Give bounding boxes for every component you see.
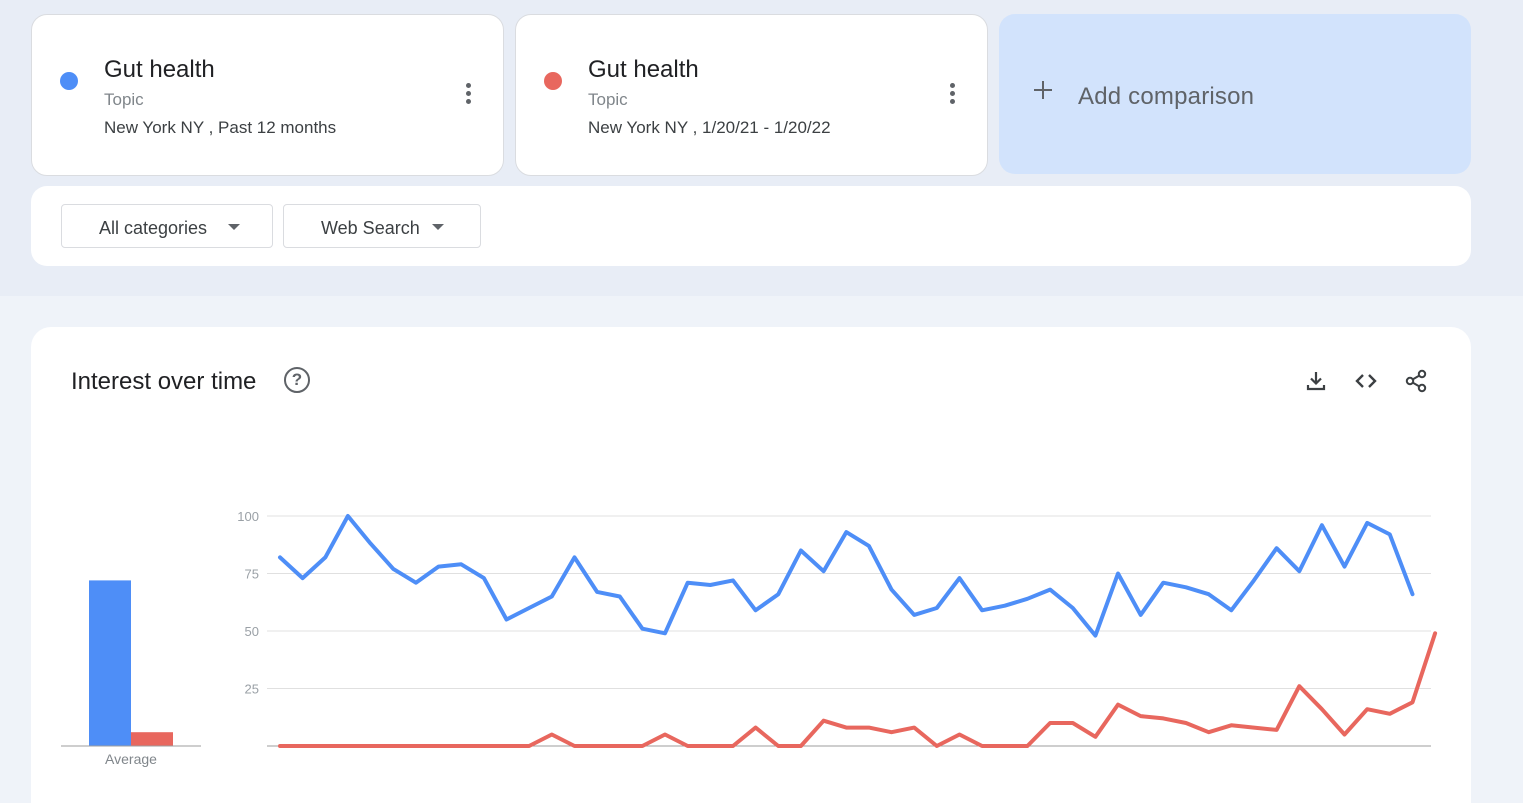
filter-bar: All categories Web Search [31,186,1471,266]
search-type-dropdown[interactable]: Web Search [283,204,481,248]
caret-down-icon [432,224,444,230]
term-location-period: New York NY , Past 12 months [104,118,337,137]
category-dropdown-label: All categories [99,218,208,238]
add-comparison-button[interactable]: Add comparison [999,14,1471,174]
download-icon[interactable] [1302,367,1330,395]
interest-chart: 100 75 50 25 [61,509,1438,748]
series-line-1 [278,514,1415,638]
interest-over-time-panel: Interest over time ? Average 100 75 50 25 [31,327,1471,803]
y-tick-label: 50 [245,624,259,639]
panel-title: Interest over time [71,368,257,395]
y-tick-label: 25 [245,682,259,697]
term-name: Gut health [588,56,699,83]
caret-down-icon [228,224,240,230]
more-vert-icon[interactable] [460,83,476,109]
term-type: Topic [588,90,628,109]
series-dot-blue [60,72,78,90]
average-label: Average [105,751,157,767]
help-icon[interactable]: ? [284,367,310,393]
share-icon[interactable] [1402,367,1430,395]
y-tick-label: 100 [237,509,259,524]
term-location-period: New York NY , 1/20/21 - 1/20/22 [588,118,831,137]
add-comparison-label: Add comparison [1078,83,1255,110]
search-type-dropdown-label: Web Search [321,218,420,238]
term-type: Topic [104,90,144,109]
term-card-2[interactable]: Gut health Topic New York NY , 1/20/21 -… [515,14,988,176]
average-bar-1 [89,580,131,746]
series-line-2 [278,631,1438,748]
average-bar-2 [131,732,173,746]
y-tick-label: 75 [245,567,259,582]
category-dropdown[interactable]: All categories [61,204,273,248]
embed-icon[interactable] [1352,367,1380,395]
series-dot-red [544,72,562,90]
term-card-1[interactable]: Gut health Topic New York NY , Past 12 m… [31,14,504,176]
plus-icon [1031,78,1055,102]
more-vert-icon[interactable] [944,83,960,109]
term-name: Gut health [104,56,215,83]
